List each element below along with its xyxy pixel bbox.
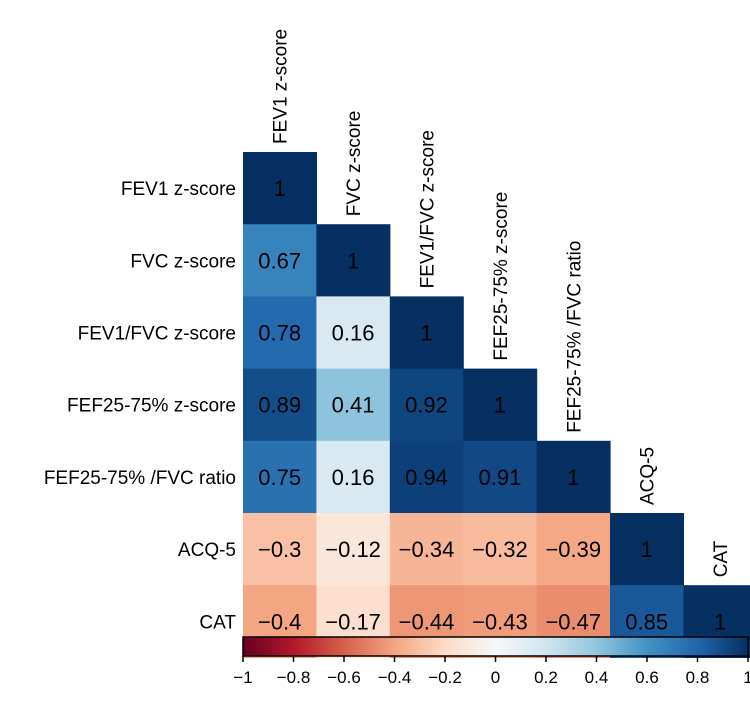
heatmap-cell [389,296,464,370]
cell-value-label: 0.94 [405,465,448,490]
heatmap-cell [243,513,317,586]
heatmap-cell [243,368,317,442]
colorbar: −1 −0.8 −0.6 −0.4 −0.2 0 0.2 0.4 0.6 0.8 1 [233,636,750,687]
cell-value-label: 0.78 [258,321,301,346]
heatmap-cell [463,368,538,442]
cell-value-label: 0.89 [258,393,301,418]
cell-value-label: −0.17 [325,609,381,634]
colorbar-tick-label: −0.2 [428,668,462,687]
cell-value-label: 0.16 [332,465,375,490]
heatmap-cell [316,513,391,586]
cell-value-label: 0.16 [332,321,375,346]
colorbar-tick-label: −0.6 [327,668,361,687]
colorbar-tick-label: −1 [233,668,252,687]
cell-value-label: 1 [420,321,432,346]
row-label: FVC z-score [130,251,236,272]
heatmap-cell [316,368,391,442]
heatmap-cell [316,440,391,514]
colorbar-gradient [242,636,749,657]
heatmap-cell [389,368,464,442]
row-label: CAT [199,612,236,633]
column-label: FEF25-75% z-score [491,192,512,361]
row-label: FEF25-75% z-score [67,396,236,417]
cell-value-label: −0.39 [545,537,601,562]
heatmap-cell [316,224,391,297]
column-label: FEV1 z-score [271,29,292,144]
column-labels: FEV1 z-score FVC z-score FEV1/FVC z-score F… [271,29,732,577]
cell-value-label: −0.4 [258,609,301,634]
cell-value-label: 0.41 [332,393,375,418]
cell-value-label: −0.32 [472,537,528,562]
row-label: FEF25-75% /FVC ratio [44,468,236,489]
heatmap-cell [243,224,317,297]
cell-value-label: −0.34 [399,537,455,562]
cell-value-label: −0.47 [545,609,601,634]
cell-value-label: 1 [714,609,726,634]
cell-value-label: 0.85 [625,609,668,634]
heatmap-cell [536,513,611,586]
colorbar-tick-label: 0.6 [635,668,659,687]
colorbar-tick-label: −0.8 [277,668,311,687]
heatmap-cell [463,513,538,586]
colorbar-tick-label: 0.2 [534,668,558,687]
cell-value-label: 1 [347,248,359,273]
cell-value-label: 0.91 [478,465,521,490]
row-label: FEV1/FVC z-score [78,324,236,345]
column-label: ACQ-5 [638,447,659,505]
heatmap-cell [243,152,317,225]
heatmap-cell [243,296,317,370]
row-labels: FEV1 z-score FVC z-score FEV1/FVC z-score F… [44,179,237,633]
heatmap-cell [389,440,464,514]
column-label: FVC z-score [344,111,365,217]
column-label: CAT [711,540,732,577]
cell-value-label: 1 [494,393,506,418]
heatmap-cell [243,440,317,514]
cell-value-label: −0.3 [258,537,301,562]
heatmap-cell [536,440,611,514]
cell-value-label: 1 [641,537,653,562]
colorbar-tick-label: 0 [491,668,500,687]
colorbar-tick-label: −0.4 [378,668,412,687]
cell-value-label: 0.75 [258,465,301,490]
cell-value-label: 1 [274,176,286,201]
cell-value-label: 0.92 [405,393,448,418]
row-label: ACQ-5 [178,540,236,561]
colorbar-tick-label: 0.4 [585,668,609,687]
cell-value-label: −0.44 [399,609,455,634]
colorbar-tick-label: 1 [743,668,750,687]
column-label: FEV1/FVC z-score [418,130,439,288]
cell-value-label: −0.12 [325,537,381,562]
heatmap-cell [463,440,538,514]
heatmap-cell [389,513,464,586]
cell-value-label: −0.43 [472,609,528,634]
colorbar-tick-label: 0.8 [686,668,710,687]
cell-value-label: 0.67 [258,248,301,273]
row-label: FEV1 z-score [121,179,236,200]
heatmap-value-labels: 1 0.67 1 0.78 0.16 1 0.89 0.41 0.92 1 0.75 0.16 0.94… [258,176,726,634]
heatmap-cell [316,296,391,370]
cell-value-label: 1 [567,465,579,490]
heatmap-cell [610,513,684,586]
column-label: FEF25-75% /FVC ratio [564,241,585,433]
colorbar-ticks: −1 −0.8 −0.6 −0.4 −0.2 0 0.2 0.4 0.6 0.8 1 [233,656,750,687]
heatmap-cells [243,152,750,658]
